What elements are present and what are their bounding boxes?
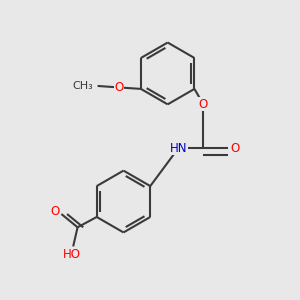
- Text: O: O: [50, 205, 59, 218]
- Text: HO: HO: [63, 248, 81, 261]
- Text: O: O: [114, 81, 123, 94]
- Text: CH₃: CH₃: [72, 81, 93, 91]
- Text: HN: HN: [169, 142, 187, 155]
- Text: O: O: [199, 98, 208, 111]
- Text: O: O: [230, 142, 239, 155]
